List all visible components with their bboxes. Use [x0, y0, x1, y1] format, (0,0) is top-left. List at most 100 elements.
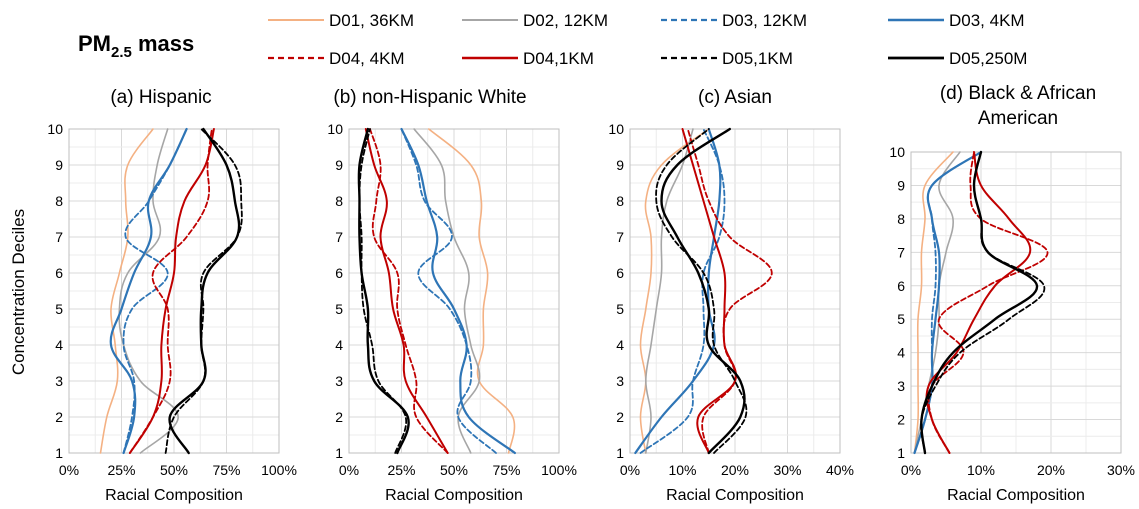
y-tick-label: 7: [335, 229, 343, 245]
y-tick-label: 10: [889, 144, 905, 160]
y-tick-label: 3: [616, 373, 624, 389]
y-tick-label: 10: [47, 121, 63, 137]
y-tick-label: 6: [616, 265, 624, 281]
panel-title: (c) Asian: [698, 87, 772, 108]
x-tick-label: 100%: [261, 462, 297, 478]
x-tick-label: 0%: [339, 462, 359, 478]
y-tick-label: 3: [335, 373, 343, 389]
x-axis-label: Racial Composition: [947, 487, 1085, 504]
x-tick-label: 0%: [59, 462, 79, 478]
y-tick-label: 4: [55, 337, 63, 353]
series-line-d01-36km: [639, 128, 710, 454]
series-line-d03-4km: [400, 127, 516, 455]
series-line-d04-1km: [681, 128, 737, 454]
series-line-d04-4km: [927, 151, 1049, 454]
panel-black-african-american: (d) Black & African American 1 2 3 4 5 6 7 8 9 10 0%…: [889, 83, 1135, 504]
y-tick-label: 8: [335, 193, 343, 209]
y-tick-label: 5: [616, 301, 624, 317]
series-line-d05-250m: [920, 150, 1039, 455]
legend: D01, 36KM D02, 12KM D03, 12KM D03, 4KM D04, …: [268, 11, 1027, 68]
series-line-d01-36km: [99, 128, 154, 454]
figure-title-rest: mass: [132, 31, 194, 56]
legend-item-d05-1km: D05,1KM: [661, 49, 793, 68]
x-tick-label: 10%: [668, 462, 696, 478]
figure-title-main: PM: [78, 31, 111, 56]
series-line-d04-1km: [364, 128, 449, 454]
legend-item-d02-12km: D02, 12KM: [462, 11, 608, 30]
y-tick-label: 4: [335, 337, 343, 353]
legend-item-d03-12km: D03, 12KM: [661, 11, 807, 30]
y-tick-label: 9: [897, 177, 905, 193]
x-tick-label: 30%: [773, 462, 801, 478]
series-line-d04-4km: [129, 128, 213, 454]
series-line-d02-12km: [413, 128, 481, 454]
y-tick-label: 6: [897, 278, 905, 294]
y-axis-label: Concentration Deciles: [9, 209, 28, 375]
x-tick-label: 75%: [492, 462, 520, 478]
series-line-d05-250m: [357, 127, 410, 455]
legend-item-d04-4km: D04, 4KM: [268, 49, 405, 68]
y-tick-label: 9: [616, 157, 624, 173]
series-line-d05-1km: [164, 128, 243, 454]
panel-title: (b) non-Hispanic White: [333, 87, 526, 108]
plot-frame: [348, 128, 560, 454]
y-tick-label: 5: [897, 311, 905, 327]
series-line-d03-4km: [913, 150, 983, 455]
legend-label: D05,250M: [949, 49, 1027, 68]
legend-label: D03, 4KM: [949, 11, 1025, 30]
x-tick-label: 10%: [967, 462, 995, 478]
x-tick-label: 25%: [107, 462, 135, 478]
y-tick-label: 3: [897, 378, 905, 394]
panel-title: (d) Black & African: [940, 83, 1096, 104]
y-tick-label: 8: [897, 211, 905, 227]
series-line-d02-12km: [645, 128, 694, 454]
x-tick-label: 0%: [620, 462, 640, 478]
y-tick-label: 8: [616, 193, 624, 209]
y-tick-label: 5: [335, 301, 343, 317]
x-tick-label: 100%: [541, 462, 577, 478]
panel-title-line-2: American: [978, 108, 1058, 129]
x-tick-label: 0%: [901, 462, 921, 478]
x-axis-label: Racial Composition: [385, 487, 523, 504]
y-tick-label: 9: [55, 157, 63, 173]
legend-label: D05,1KM: [722, 49, 793, 68]
y-tick-label: 2: [897, 412, 905, 428]
legend-item-d01-36km: D01, 36KM: [268, 11, 414, 30]
legend-item-d04-1km: D04,1KM: [462, 49, 594, 68]
legend-item-d03-4km: D03, 4KM: [888, 11, 1025, 30]
y-tick-label: 7: [616, 229, 624, 245]
x-tick-label: 30%: [1107, 462, 1135, 478]
panel-asian: (c) Asian 1 2 3 4 5 6 7 8 9 10 0% 10% 20% 30% 40% Racial…: [608, 87, 854, 504]
y-tick-label: 8: [55, 193, 63, 209]
x-tick-label: 20%: [1037, 462, 1065, 478]
legend-label: D04,1KM: [523, 49, 594, 68]
x-tick-label: 75%: [212, 462, 240, 478]
x-tick-label: 50%: [160, 462, 188, 478]
figure-title-subscript: 2.5: [111, 44, 132, 61]
y-tick-label: 1: [55, 445, 63, 461]
panel-title: (a) Hispanic: [110, 87, 211, 108]
y-tick-label: 5: [55, 301, 63, 317]
x-axis-label: Racial Composition: [666, 487, 804, 504]
x-tick-label: 40%: [826, 462, 854, 478]
y-tick-label: 2: [335, 409, 343, 425]
series-line-d03-4km: [109, 127, 188, 455]
y-tick-label: 6: [335, 265, 343, 281]
y-tick-label: 1: [897, 445, 905, 461]
legend-label: D03, 12KM: [722, 11, 807, 30]
y-tick-label: 1: [616, 445, 624, 461]
series-line-d05-250m: [660, 127, 746, 455]
x-tick-label: 50%: [440, 462, 468, 478]
plot-frame: [629, 128, 841, 454]
x-axis-label: Racial Composition: [105, 487, 243, 504]
legend-label: D04, 4KM: [329, 49, 405, 68]
x-tick-label: 20%: [721, 462, 749, 478]
y-tick-label: 1: [335, 445, 343, 461]
legend-item-d05-250m: D05,250M: [888, 49, 1027, 68]
plot-frame: [68, 128, 280, 454]
x-tick-label: 25%: [387, 462, 415, 478]
y-tick-label: 7: [55, 229, 63, 245]
